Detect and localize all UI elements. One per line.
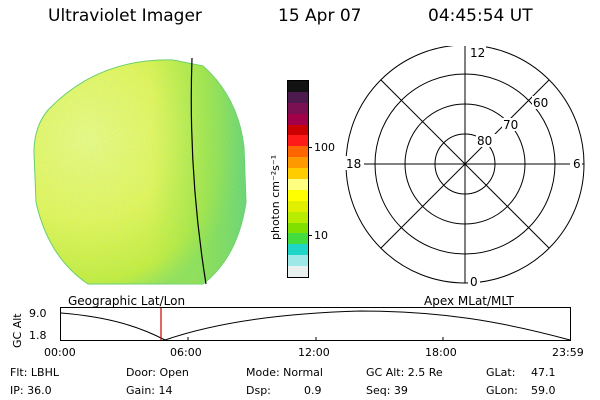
ip-info: IP: 36.0 [10, 384, 52, 397]
dsp-label: Dsp: [246, 384, 271, 397]
colorbar-segment [288, 168, 308, 180]
glon-value: 59.0 [531, 384, 556, 397]
svg-text:photon cm⁻²s⁻¹: photon cm⁻²s⁻¹ [269, 155, 282, 240]
colorbar-segment [288, 91, 308, 103]
colorbar-unit-label: photon cm⁻²s⁻¹ [269, 155, 282, 240]
mlt-label-0: 0 [470, 275, 478, 289]
gc-alt-info: GC Alt: 2.5 Re [366, 366, 443, 379]
y-tick-1-8: 1.8 [29, 329, 47, 342]
color-scale-bar [287, 80, 309, 278]
instrument-title: Ultraviolet Imager [48, 6, 202, 26]
geographic-lat-lon-title: Geographic Lat/Lon [68, 294, 186, 308]
seq-info: Seq: 39 [366, 384, 408, 397]
y-tick-9-0: 9.0 [29, 307, 47, 320]
colorbar-segment [288, 244, 308, 256]
mlt-label-18: 18 [346, 157, 361, 171]
glon-label: GLon: [486, 384, 518, 397]
colorbar-tick-10: 10 [314, 229, 328, 242]
colorbar-segment [288, 266, 308, 278]
glat-value: 47.1 [531, 366, 556, 379]
dsp-value: 0.9 [304, 384, 322, 397]
colorbar-segment [288, 200, 308, 212]
x-tick-12-00: 12:00 [298, 346, 330, 359]
colorbar-segment [288, 146, 308, 158]
lat-label-80: 80 [477, 134, 492, 148]
x-tick-00-00: 00:00 [44, 346, 76, 359]
terminator-line [190, 57, 207, 285]
polar-mlat-mlt-plot: 80 70 60 12 18 6 0 [344, 46, 585, 289]
x-tick-18-00: 18:00 [425, 346, 457, 359]
mode-info: Mode: Normal [246, 366, 323, 379]
colorbar-segment [288, 157, 308, 169]
colorbar-segment [288, 222, 308, 234]
glat-label: GLat: [486, 366, 516, 379]
lat-label-70: 70 [503, 118, 518, 132]
colorbar-segment [288, 211, 308, 223]
colorbar-segment [288, 113, 308, 125]
colorbar-segment [288, 81, 308, 92]
colorbar-segment [288, 179, 308, 190]
colorbar-segment [288, 102, 308, 114]
colorbar-segment [288, 135, 308, 147]
lat-label-60: 60 [533, 96, 548, 110]
altitude-curve [60, 310, 571, 341]
gc-alt-axis-label: GC Alt [11, 313, 24, 348]
mlt-label-12: 12 [470, 46, 485, 60]
colorbar-segment [288, 124, 308, 136]
colorbar-segment [288, 255, 308, 267]
mlt-label-6: 6 [573, 157, 581, 171]
observation-time: 04:45:54 UT [428, 6, 533, 26]
gain-info: Gain: 14 [126, 384, 173, 397]
altitude-timeline [60, 307, 571, 341]
door-info: Door: Open [126, 366, 189, 379]
filter-info: Flt: LBHL [10, 366, 59, 379]
uv-earth-image [33, 57, 247, 285]
x-tick-23-59: 23:59 [552, 346, 584, 359]
x-tick-06-00: 06:00 [170, 346, 202, 359]
colorbar-tick-100: 100 [314, 141, 335, 154]
apex-mlat-mlt-title: Apex MLat/MLT [424, 294, 514, 308]
colorbar-segment [288, 189, 308, 201]
observation-date: 15 Apr 07 [278, 6, 362, 26]
colorbar-segment [288, 233, 308, 245]
svg-text:GC Alt: GC Alt [11, 313, 24, 348]
